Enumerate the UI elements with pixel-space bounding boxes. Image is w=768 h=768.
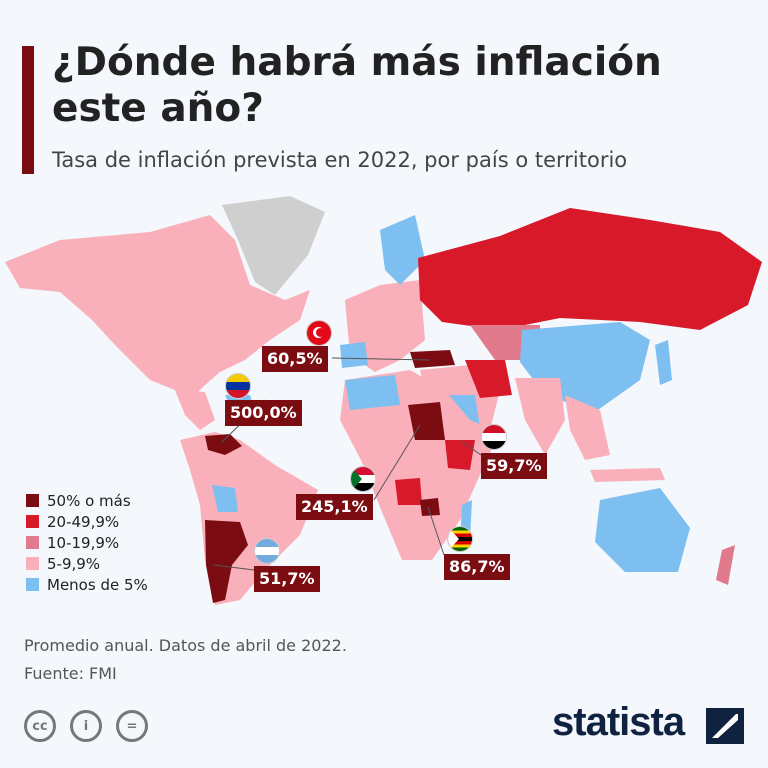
legend-item: 10-19,9%: [26, 532, 148, 553]
creative-commons-icon[interactable]: cc: [24, 710, 56, 742]
callout-argentina: 51,7%: [254, 566, 320, 592]
region-iberia: [340, 342, 368, 368]
legend-item: Menos de 5%: [26, 574, 148, 595]
venezuela-flag-icon: [225, 373, 251, 399]
legend-label: Menos de 5%: [47, 575, 148, 594]
footer-source: Fuente: FMI: [24, 664, 117, 683]
region-bolivia: [212, 485, 238, 512]
callout-yemen: 59,7%: [481, 453, 547, 479]
region-zimbabwe: [420, 498, 440, 516]
region-north-america: [5, 215, 310, 400]
legend-item: 5-9,9%: [26, 553, 148, 574]
title-accent-bar: [22, 46, 34, 174]
argentina-flag-icon: [254, 538, 280, 564]
region-ethiopia: [445, 440, 475, 470]
legend-swatch: [26, 578, 39, 591]
legend-swatch: [26, 515, 39, 528]
map-legend: 50% o más 20-49,9% 10-19,9% 5-9,9% Menos…: [26, 490, 148, 595]
legend-label: 10-19,9%: [47, 533, 120, 552]
region-iran: [465, 360, 512, 398]
world-map: [5, 196, 762, 605]
region-japan: [655, 340, 672, 385]
legend-swatch: [26, 494, 39, 507]
legend-swatch: [26, 536, 39, 549]
attribution-icon[interactable]: i: [70, 710, 102, 742]
region-argentina: [205, 520, 248, 603]
legend-item: 20-49,9%: [26, 511, 148, 532]
region-australia: [595, 488, 690, 572]
statista-logo-mark-icon: [706, 708, 744, 744]
region-angola: [395, 478, 422, 505]
region-africa: [340, 370, 500, 560]
region-southeast-asia: [565, 395, 610, 460]
region-new-zealand: [716, 545, 735, 585]
region-sudan: [408, 402, 445, 440]
legend-label: 5-9,9%: [47, 554, 101, 573]
zimbabwe-flag-icon: [447, 526, 473, 552]
page-subtitle: Tasa de inflación prevista en 2022, por …: [52, 148, 628, 172]
legend-item: 50% o más: [26, 490, 148, 511]
statista-logo[interactable]: statista: [552, 700, 685, 744]
region-central-america: [175, 390, 215, 430]
callout-sudan: 245,1%: [296, 494, 373, 520]
region-scandinavia: [380, 215, 425, 285]
callout-venezuela: 500,0%: [225, 400, 302, 426]
region-indonesia: [590, 468, 665, 482]
callout-turkey: 60,5%: [262, 346, 328, 372]
region-india: [515, 378, 565, 455]
region-turkey: [410, 350, 455, 368]
no-derivatives-icon[interactable]: =: [116, 710, 148, 742]
region-north-africa: [345, 375, 400, 410]
sudan-flag-icon: [350, 466, 376, 492]
footer-note: Promedio anual. Datos de abril de 2022.: [24, 636, 347, 655]
region-greenland: [222, 196, 325, 295]
page-title: ¿Dónde habrá más inflación este año?: [52, 40, 662, 131]
yemen-flag-icon: [481, 424, 507, 450]
legend-label: 20-49,9%: [47, 512, 120, 531]
callout-zimbabwe: 86,7%: [444, 554, 510, 580]
region-russia: [418, 208, 762, 330]
region-venezuela: [205, 434, 242, 455]
legend-swatch: [26, 557, 39, 570]
legend-label: 50% o más: [47, 491, 131, 510]
turkey-flag-icon: [306, 320, 332, 346]
